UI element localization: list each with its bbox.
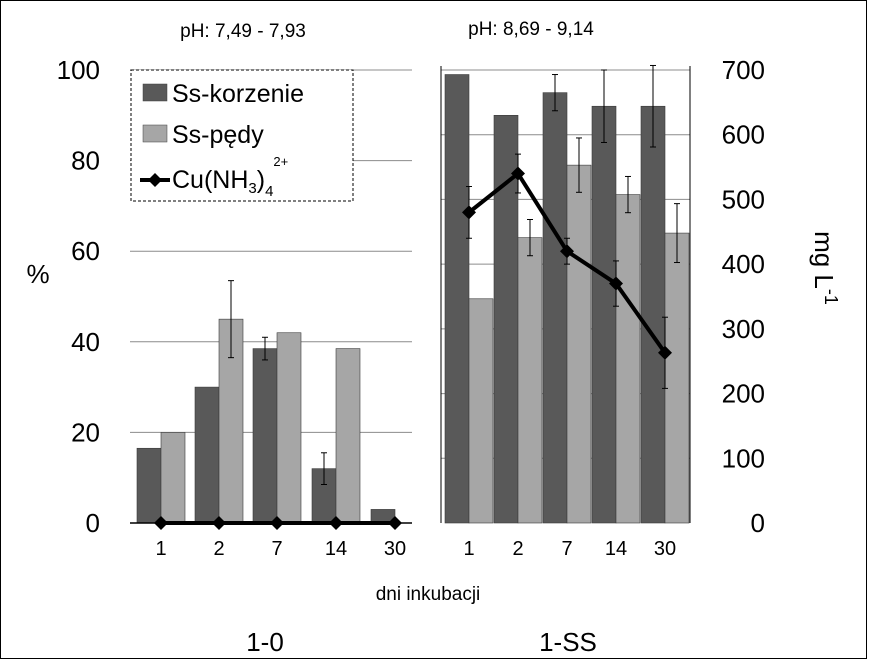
bar-pedy [566,164,592,524]
panel-right-label: 1-SS [539,627,597,657]
right-y-tick-label: 200 [722,379,765,409]
right-y-tick-label: 100 [722,443,765,473]
cu-marker [462,205,476,220]
shared-x-axis-label: dni inkubacji [376,584,481,605]
legend-cu-close: ) [257,166,265,194]
legend-cu-sup: 2+ [273,154,288,169]
bar-pedy [517,237,543,524]
x-tick-label-right: 7 [561,538,572,560]
x-tick-label-left: 7 [271,538,282,560]
x-tick-label-right: 2 [512,538,523,560]
bars-group [136,74,690,524]
bar-korzenie [591,105,617,524]
right-y-tick-label: 400 [722,249,765,279]
legend-swatch-korzenie [142,83,168,102]
legend-label-cu: Cu(NH3)42+ [172,154,288,200]
left-y-tick-label: 80 [71,146,100,176]
bar-pedy [160,432,186,524]
bar-korzenie [640,105,666,524]
cu-marker [511,166,525,181]
bar-korzenie [136,447,162,524]
legend-cu-main: Cu(NH [172,166,248,194]
right-y-tick-label: 600 [722,120,765,150]
right-y-tick-label: 500 [722,184,765,214]
legend-swatch-pedy [142,124,168,143]
x-tick-label-left: 14 [325,538,347,560]
right-y-axis-label: mg L-1 [809,231,841,305]
x-tick-label-left: 1 [155,538,166,560]
bar-pedy [468,298,494,524]
bar-pedy [276,332,302,524]
x-tick-label-left: 30 [384,538,406,560]
left-y-axis-label: % [26,259,49,289]
bar-pedy [615,194,641,524]
panel-left-label: 1-0 [246,627,284,657]
legend-label-korzenie: Ss-korzenie [172,80,304,108]
bar-pedy [664,232,690,524]
left-y-tick-label: 60 [71,236,100,266]
legend-cu-sub3: 3 [248,180,256,197]
right-y-tick-label: 300 [722,314,765,344]
right-y-axis-label-exp: -1 [821,289,841,305]
right-y-axis-label-text: mg L [809,231,839,289]
cu-marker [658,345,672,360]
panel-left-title: pH: 7,49 - 7,93 [180,21,306,42]
left-y-tick-label: 100 [57,55,100,85]
x-tick-label-left: 2 [213,538,224,560]
left-y-tick-label: 0 [86,508,100,538]
bar-korzenie [542,92,568,524]
bar-korzenie [252,348,278,524]
bar-korzenie [444,74,470,524]
legend-marker-cu [148,173,162,187]
right-y-tick-label: 700 [722,55,765,85]
bar-pedy [335,348,361,524]
left-y-tick-label: 20 [71,417,100,447]
x-tick-label-right: 30 [654,538,676,560]
cu-marker [560,244,574,259]
legend-label-pedy: Ss-pędy [172,121,264,149]
x-tick-label-right: 1 [463,538,474,560]
legend: Ss-korzenie Ss-pędy Cu(NH3)42+ [130,69,354,202]
left-y-tick-label: 40 [71,327,100,357]
x-tick-label-right: 14 [605,538,627,560]
cu-marker [609,276,623,291]
right-y-tick-label: 0 [751,508,765,538]
legend-cu-sub4: 4 [265,183,273,200]
panel-right-title: pH: 8,69 - 9,14 [468,19,594,40]
bar-korzenie [194,386,220,524]
